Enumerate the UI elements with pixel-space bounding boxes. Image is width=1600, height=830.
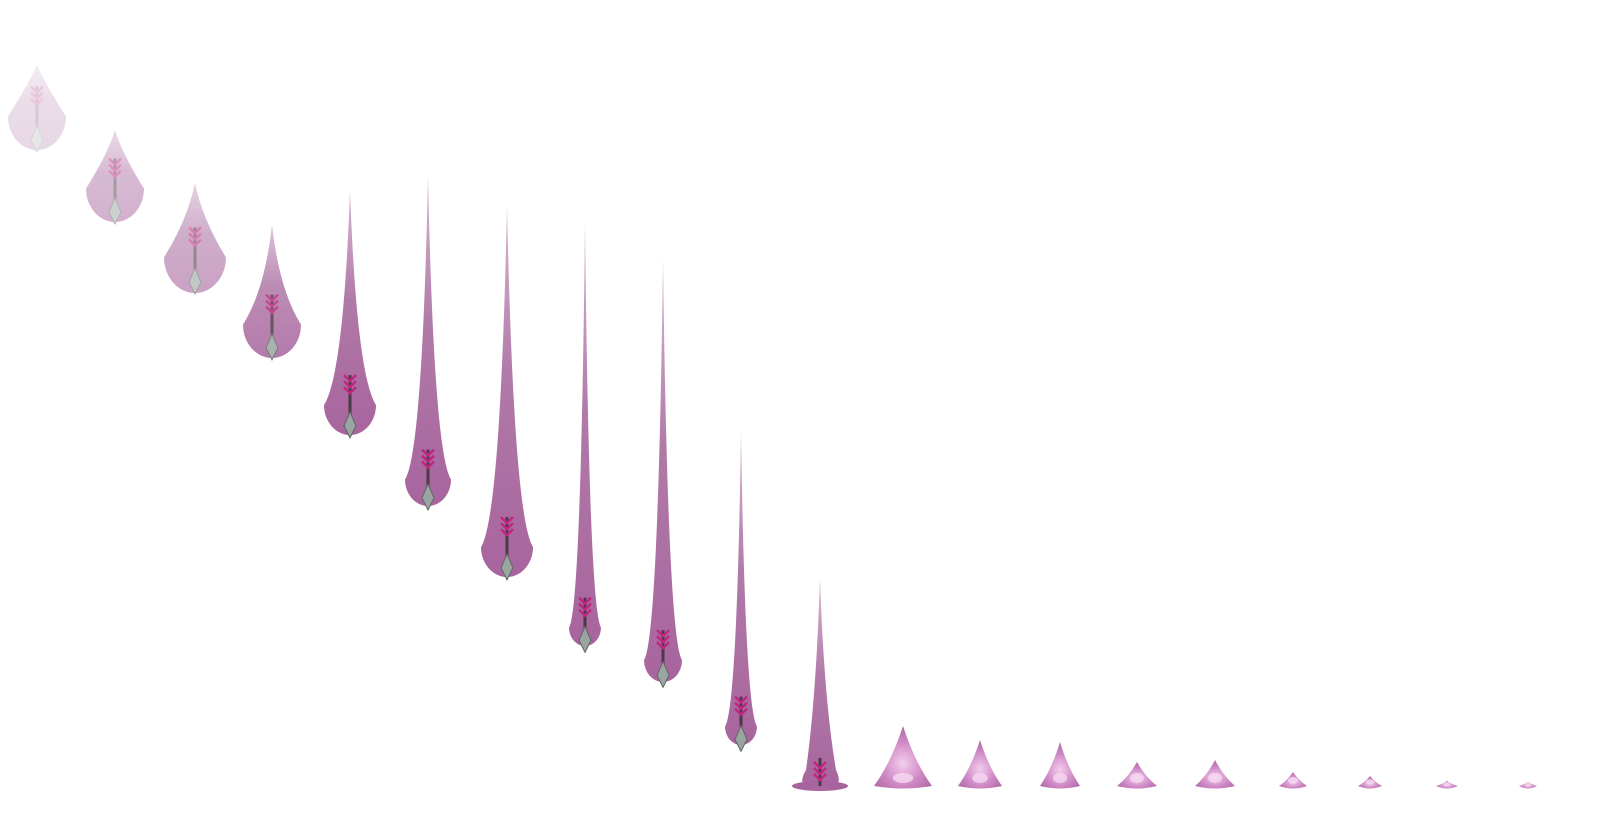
flame bbox=[644, 258, 682, 682]
arrow-fletching bbox=[265, 305, 279, 315]
splash-glow bbox=[1053, 773, 1067, 783]
splash-glow bbox=[1524, 782, 1532, 787]
arrow-head bbox=[343, 410, 357, 440]
arrow-fletching bbox=[188, 238, 202, 248]
arrow-fletching bbox=[421, 460, 435, 470]
splash bbox=[1040, 742, 1080, 789]
flame bbox=[802, 578, 839, 790]
arrow-head bbox=[421, 482, 435, 512]
splash-glow bbox=[892, 773, 914, 783]
flame-frame bbox=[86, 130, 144, 225]
flame-frame bbox=[569, 220, 601, 654]
arrow-fletching bbox=[734, 701, 748, 711]
arrow-head bbox=[108, 196, 122, 225]
flame bbox=[569, 220, 601, 646]
splash-frame bbox=[1040, 742, 1080, 789]
arrow-fletching bbox=[500, 516, 514, 525]
splash-frame bbox=[1358, 776, 1382, 789]
arrow-head bbox=[656, 660, 670, 689]
splash-glow bbox=[1365, 779, 1375, 785]
arrow-fletching bbox=[30, 97, 44, 107]
splash bbox=[958, 740, 1002, 789]
arrow-fletching bbox=[813, 761, 827, 770]
splash-frame bbox=[1195, 760, 1235, 789]
splash bbox=[874, 726, 932, 789]
arrow-fletching bbox=[656, 635, 670, 644]
flame bbox=[481, 205, 533, 577]
arrow-head bbox=[734, 724, 748, 753]
arrow-fletching bbox=[188, 232, 202, 242]
arrow-fletching bbox=[421, 448, 435, 458]
arrow-head bbox=[188, 266, 202, 296]
flame bbox=[725, 430, 757, 745]
arrow-fletching bbox=[500, 528, 514, 537]
arrow-fletching bbox=[188, 226, 202, 236]
arrow-head bbox=[500, 552, 514, 582]
splash-glow bbox=[1443, 782, 1451, 786]
splash-glow bbox=[1288, 776, 1298, 784]
arrow-fletching bbox=[656, 641, 670, 650]
splash-frame bbox=[874, 726, 932, 789]
arrow-fletching bbox=[421, 454, 435, 464]
arrow-fletching bbox=[813, 773, 827, 782]
splash-frame bbox=[958, 740, 1002, 789]
splash-glow bbox=[1208, 773, 1222, 783]
splash-frame bbox=[1519, 782, 1537, 789]
arrow-head bbox=[30, 124, 44, 153]
flame bbox=[324, 190, 376, 436]
flame bbox=[405, 175, 451, 506]
arrow-fletching bbox=[343, 374, 357, 383]
arrow-fletching bbox=[500, 522, 514, 531]
flame bbox=[243, 225, 301, 358]
arrow-fletching bbox=[578, 602, 592, 612]
arrow-head bbox=[578, 625, 592, 654]
flame-frame bbox=[163, 183, 226, 296]
impact-frame bbox=[792, 578, 848, 791]
flame-frame bbox=[243, 225, 301, 361]
arrow-fletching bbox=[108, 169, 122, 179]
arrow-fletching bbox=[578, 608, 592, 618]
flame-frame bbox=[644, 258, 682, 689]
flame bbox=[8, 65, 66, 150]
splash-frame bbox=[1279, 772, 1307, 789]
arrow-fletching bbox=[813, 767, 827, 776]
arrow-fletching bbox=[108, 163, 122, 173]
flame-frame bbox=[481, 205, 533, 582]
flame-frame bbox=[725, 430, 757, 753]
arrow-fletching bbox=[343, 380, 357, 389]
flame-frame bbox=[8, 65, 66, 153]
arrow-fletching bbox=[265, 293, 279, 303]
splash-frame bbox=[1117, 762, 1157, 789]
arrow-fletching bbox=[578, 596, 592, 606]
arrow-head bbox=[265, 332, 279, 361]
arrow-fletching bbox=[30, 85, 44, 95]
arrow-fletching bbox=[265, 299, 279, 309]
arrow-fletching bbox=[343, 386, 357, 395]
splash-glow bbox=[1130, 773, 1144, 783]
arrow-fletching bbox=[734, 695, 748, 705]
arrow-fletching bbox=[30, 91, 44, 101]
splash-glow bbox=[972, 773, 988, 783]
splash-frame bbox=[1436, 781, 1458, 789]
flame-frame bbox=[405, 175, 451, 512]
flame-frame bbox=[324, 190, 376, 440]
arrow-fletching bbox=[656, 629, 670, 638]
arrow-fletching bbox=[734, 707, 748, 717]
arrow-fletching bbox=[108, 157, 122, 167]
